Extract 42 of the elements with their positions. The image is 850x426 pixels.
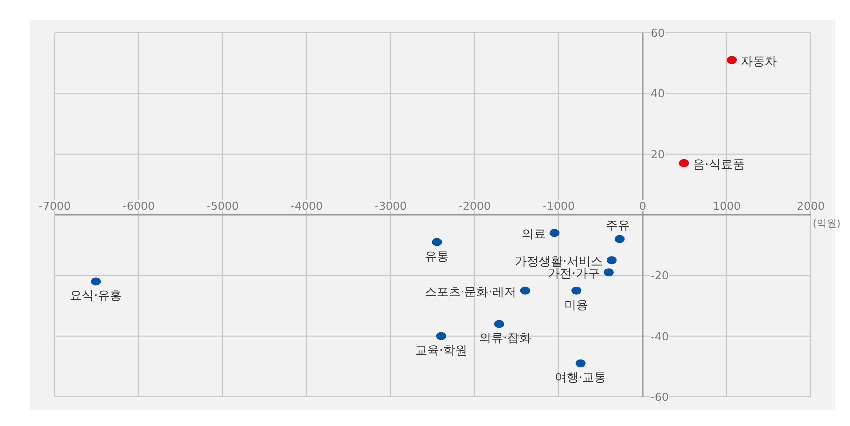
annotation: 여행·교통	[554, 370, 607, 385]
point	[576, 360, 586, 368]
y-tick-label: -20	[651, 270, 669, 283]
annotation: 교육·학원	[415, 343, 468, 358]
y-tick-label: -60	[651, 391, 669, 404]
point	[494, 320, 504, 328]
x-tick-label: -4000	[291, 200, 323, 213]
point	[614, 235, 625, 244]
annotation: 주유	[606, 218, 630, 232]
y-tick-label: 60	[651, 27, 665, 40]
x-tick-label: -5000	[207, 200, 239, 213]
y-tick-label: 20	[651, 148, 665, 162]
point	[436, 332, 446, 340]
x-tick-label: -7000	[39, 200, 71, 213]
x-tick-label: -3000	[375, 200, 407, 213]
point	[520, 286, 530, 295]
point	[604, 268, 614, 277]
x-tick-label: -2000	[459, 200, 491, 213]
x-tick-label: -1000	[543, 200, 575, 213]
annotation: 의류·잡화	[479, 331, 532, 346]
point	[550, 229, 560, 238]
annotation: 자동차	[741, 54, 778, 68]
annotation: 가전·가구	[548, 266, 600, 281]
x-axis-title: (억원)	[813, 219, 841, 230]
annotation: 유통	[425, 249, 450, 264]
point	[606, 256, 617, 264]
point	[432, 238, 442, 246]
annotation: 의료	[522, 227, 546, 242]
y-tick-label: -40	[651, 330, 669, 344]
y-tick-label: 40	[651, 88, 665, 101]
annotation: 음·식료품	[693, 157, 745, 172]
annotation: 미용	[564, 298, 589, 312]
point	[572, 286, 582, 295]
point	[727, 56, 738, 64]
annotation: 가정생활·서비스	[515, 254, 603, 268]
x-tick-label: 1000	[713, 200, 741, 213]
annotation: 스포츠·문화·레저	[424, 284, 516, 299]
annotation: 요식·유흥	[70, 288, 122, 303]
point	[91, 278, 102, 286]
point	[679, 159, 690, 168]
x-tick-label: -6000	[123, 200, 155, 213]
x-tick-label: 2000	[797, 200, 825, 213]
